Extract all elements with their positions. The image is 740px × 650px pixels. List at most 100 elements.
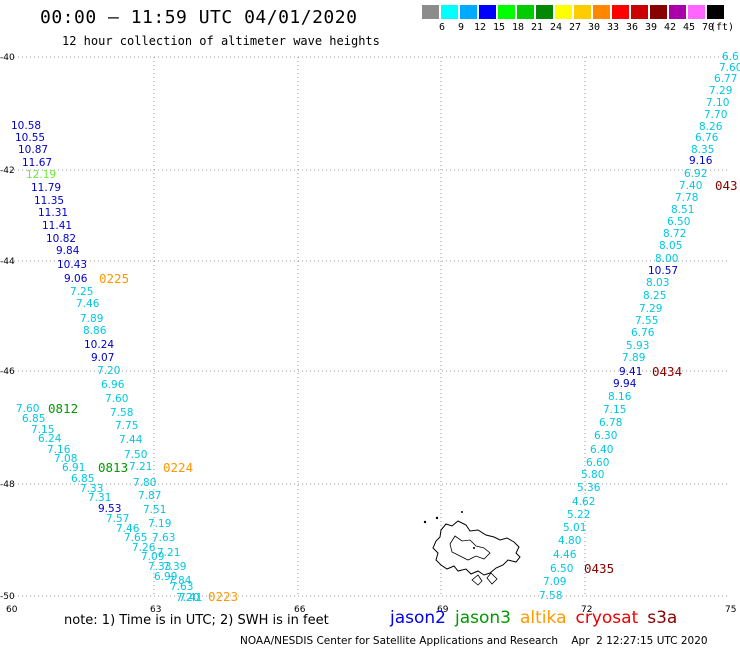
wave-height-value: 7.16 xyxy=(47,444,71,456)
wave-height-value: 4.80 xyxy=(558,535,581,547)
wave-height-value: 5.01 xyxy=(563,522,586,534)
wave-height-value: 7.75 xyxy=(115,420,138,432)
wave-height-value: 7.70 xyxy=(704,109,727,121)
wave-height-value: 8.86 xyxy=(83,325,107,337)
wave-height-value: 9.06 xyxy=(64,273,88,285)
wave-height-value: 7.20 xyxy=(97,365,120,377)
wave-height-value: 7.60 xyxy=(719,62,740,74)
wave-height-value: 10.24 xyxy=(84,339,114,351)
legend-swatch xyxy=(460,5,477,19)
wave-height-value: 7.80 xyxy=(133,477,156,489)
satellite-legend-altika: altika xyxy=(520,608,567,628)
wave-height-value: 10.43 xyxy=(57,259,87,271)
wave-height-value: 12.19 xyxy=(26,169,56,181)
wave-height-value: 5.36 xyxy=(577,482,601,494)
wave-height-value: 7.58 xyxy=(110,407,133,419)
pass-time-label: 0813 xyxy=(98,460,128,475)
lat-tick-label: -42 xyxy=(0,166,15,176)
wave-height-value: 6.85 xyxy=(71,473,94,485)
wave-height-value: 7.89 xyxy=(622,352,645,364)
wave-height-value: 7.09 xyxy=(543,576,566,588)
islet xyxy=(423,520,427,524)
legend-swatch xyxy=(536,5,553,19)
wave-height-value: 10.57 xyxy=(648,265,678,277)
wave-height-value: 7.31 xyxy=(88,492,111,504)
wave-height-value: 7.84 xyxy=(168,575,192,587)
wave-height-value: 8.05 xyxy=(659,240,682,252)
credit-line: NOAA/NESDIS Center for Satellite Applica… xyxy=(240,635,708,647)
wave-height-value: 7.09 xyxy=(141,551,164,563)
legend-swatch xyxy=(441,5,458,19)
legend-swatch xyxy=(517,5,534,19)
wave-height-value: 7.33 xyxy=(80,483,103,495)
wave-height-value: 7.46 xyxy=(116,523,140,535)
wave-height-value: 11.35 xyxy=(34,195,64,207)
islet xyxy=(461,511,463,513)
wave-height-value: 10.58 xyxy=(11,120,41,132)
wave-height-value: 7.50 xyxy=(124,449,147,461)
wave-height-value: 8.25 xyxy=(643,290,666,302)
legend-swatch xyxy=(631,5,648,19)
kerguelen-islands-outline xyxy=(423,511,521,586)
wave-height-value: 9.41 xyxy=(619,366,642,378)
satellite-legend: jason2 jason3 altika cryosat s3a xyxy=(390,608,686,628)
wave-height-value: 10.55 xyxy=(15,132,45,144)
wave-height-value: 6.40 xyxy=(590,444,613,456)
legend-swatch-label: 9 xyxy=(457,22,465,33)
wave-height-value: 8.26 xyxy=(699,121,723,133)
wave-height-value: 5.80 xyxy=(581,469,604,481)
wave-height-value: 7.63 xyxy=(170,581,193,593)
wave-height-value: 6.99 xyxy=(154,571,177,583)
units-note: note: 1) Time is in UTC; 2) SWH is in fe… xyxy=(64,613,329,628)
wave-height-value: 8.16 xyxy=(608,391,632,403)
wave-height-value: 7.44 xyxy=(119,434,143,446)
wave-height-value: 11.31 xyxy=(38,207,68,219)
legend-swatch xyxy=(422,5,439,19)
axis-tick-labels: -40 -42 -44 -46 -48 -50 60 63 66 69 72 75 xyxy=(0,53,736,615)
legend-swatch-label: 33 xyxy=(606,22,620,33)
wave-height-value: 6.96 xyxy=(101,379,125,391)
wave-height-value: 7.19 xyxy=(148,518,171,530)
legend-swatch-label: 42 xyxy=(663,22,677,33)
legend-swatch-label: 27 xyxy=(568,22,582,33)
wave-height-value: 9.94 xyxy=(613,378,637,390)
island-peninsula xyxy=(471,572,498,586)
legend-swatch xyxy=(498,5,515,19)
legend-swatch-label: 39 xyxy=(644,22,658,33)
wave-height-value: 4.62 xyxy=(572,496,595,508)
wave-height-value: 7.39 xyxy=(163,561,186,573)
wave-height-value: 7.15 xyxy=(31,424,54,436)
legend-swatch xyxy=(555,5,572,19)
map-subtitle: 12 hour collection of altimeter wave hei… xyxy=(62,34,380,48)
wave-height-value: 7.57 xyxy=(106,513,129,525)
wave-height-value: 6.92 xyxy=(684,168,707,180)
pass-time-label: 0435 xyxy=(584,561,614,576)
wave-height-value: 7.46 xyxy=(76,298,100,310)
wave-height-value: 7.55 xyxy=(635,315,658,327)
legend-swatch-label: 30 xyxy=(587,22,601,33)
wave-height-value: 11.41 xyxy=(42,220,72,232)
wave-height-value: 6.85 xyxy=(22,413,45,425)
wave-height-value: 6.78 xyxy=(599,417,622,429)
legend-swatch-label: 24 xyxy=(549,22,563,33)
wave-height-value: 10.82 xyxy=(46,233,76,245)
wave-height-value: 5.22 xyxy=(567,509,590,521)
wave-height-value: 4.46 xyxy=(553,549,577,561)
island-inner-coast xyxy=(449,535,491,561)
wave-height-value: 6.50 xyxy=(667,216,690,228)
wave-height-points: 10.5810.5510.8711.6712.1911.7911.3511.31… xyxy=(11,51,740,604)
wave-height-value: 9.84 xyxy=(56,245,80,257)
legend-swatch xyxy=(612,5,629,19)
wave-height-value: 7.41 xyxy=(179,592,202,604)
lat-tick-label: -44 xyxy=(0,257,15,267)
legend-swatch-label: 70 xyxy=(701,22,715,33)
wave-height-value: 7.20 xyxy=(176,592,199,604)
legend-unit: (ft) xyxy=(710,22,735,33)
lon-tick-label: 66 xyxy=(294,605,306,615)
pass-time-label: 043 xyxy=(715,178,738,193)
wave-height-value: 8.72 xyxy=(663,228,686,240)
pass-time-label: 0223 xyxy=(208,589,238,604)
satellite-legend-jason3: jason3 xyxy=(455,608,511,628)
wave-height-value: 11.79 xyxy=(31,182,61,194)
